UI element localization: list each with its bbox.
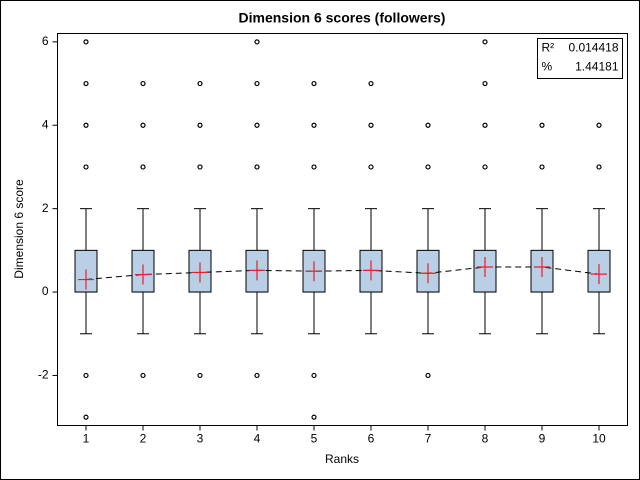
x-tick-label: 4 [254,432,261,446]
y-tick-label: 2 [42,201,49,215]
mean-marker [477,257,493,278]
y-tick-label: 0 [42,284,49,298]
mean-marker [534,257,550,278]
outlier [140,372,146,379]
outlier [368,164,374,170]
outlier [596,122,602,128]
y-tick-label: -2 [38,368,49,382]
outlier [368,80,374,87]
outlier [140,164,146,170]
outlier [197,80,203,87]
outlier [83,39,89,45]
outlier [311,122,317,128]
x-tick-label: 7 [425,432,432,446]
outlier [254,164,260,170]
outlier [197,164,203,170]
outlier [539,122,545,128]
outlier [311,164,317,170]
stats-label: % [542,60,553,74]
outlier [425,372,431,379]
x-tick-label: 8 [482,432,489,446]
x-tick-label: 10 [592,432,606,446]
stats-value: 0.014418 [568,41,618,55]
mean-marker [306,261,322,282]
stats-label: R² [542,41,555,55]
mean-marker [249,260,265,281]
x-tick-label: 2 [140,432,147,446]
outlier [482,80,488,87]
outlier [83,80,89,87]
x-tick-label: 9 [539,432,546,446]
chart-title: Dimension 6 scores (followers) [239,10,446,26]
outlier [83,122,89,128]
x-tick-label: 5 [311,432,318,446]
outlier [254,372,260,379]
outlier [140,122,146,128]
outlier [596,164,602,170]
outlier [311,414,317,420]
y-tick-label: 6 [42,34,49,48]
x-tick-label: 3 [197,432,204,446]
x-tick-label: 1 [83,432,90,446]
outlier [254,39,260,45]
outlier [254,122,260,128]
x-tick-label: 6 [368,432,375,446]
outlier [425,122,431,128]
outlier [197,122,203,128]
stats-value: 1.44181 [575,60,619,74]
mean-marker [135,264,151,285]
mean-line [85,266,600,281]
outlier [140,80,146,87]
outlier [539,164,545,170]
outlier [311,80,317,87]
x-axis-label: Ranks [325,452,359,466]
y-axis-label: Dimension 6 score [12,179,26,279]
outlier [425,164,431,170]
outlier [83,164,89,170]
stats-box [537,38,623,79]
mean-marker [591,264,607,285]
mean-marker [420,263,436,284]
outlier [197,372,203,379]
mean-marker [363,260,379,281]
mean-marker [78,269,94,290]
outlier [83,372,89,379]
plot-frame [57,33,628,426]
outlier [482,122,488,128]
outlier [83,414,89,420]
outlier [482,39,488,45]
outlier [254,80,260,87]
y-tick-label: 4 [42,117,49,131]
outlier [482,164,488,170]
mean-marker [192,262,208,283]
outlier [311,372,317,379]
outlier [368,122,374,128]
